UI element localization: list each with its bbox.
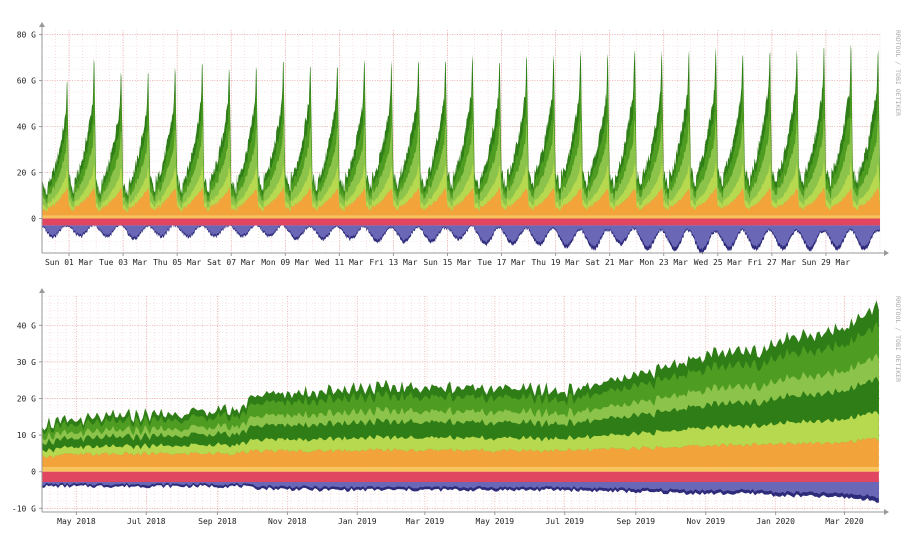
y-tick-label: 40 G: [17, 321, 36, 330]
x-tick-label: Sep 2018: [198, 517, 237, 526]
x-tick-label: Thu 19 Mar: [532, 258, 580, 267]
y-tick-label: 30 G: [17, 358, 36, 367]
series-lime: [42, 162, 880, 213]
x-tick-label: Mar 2020: [825, 517, 864, 526]
negative-stack: [42, 471, 879, 503]
x-tick-label: May 2019: [476, 517, 515, 526]
x-tick-label: Sun 29 Mar: [802, 258, 850, 267]
y-tick-label: 80 G: [17, 31, 36, 40]
series-red: [42, 218, 880, 226]
y-tick-label: 20 G: [17, 395, 36, 404]
series-orange-light: [42, 467, 879, 472]
series-orange: [42, 187, 880, 216]
series-purple: [42, 482, 879, 499]
series-orange: [42, 437, 879, 468]
x-tick-label: Wed 11 Mar: [315, 258, 363, 267]
x-tick-label: Mar 2019: [406, 517, 445, 526]
x-tick-label: Sat 21 Mar: [586, 258, 634, 267]
series-orange-light: [42, 215, 880, 219]
x-tick-label: Fri 27 Mar: [748, 258, 796, 267]
x-tick-label: Wed 25 Mar: [694, 258, 742, 267]
x-tick-label: Sep 2019: [617, 517, 656, 526]
y-tick-label: 20 G: [17, 169, 36, 178]
top-traffic-chart: 80 G 60 G 40 G 20 G 0 Sun 01 Mar Tue 03 Mar Thu…: [17, 22, 902, 267]
x-tick-label: Mon 23 Mar: [640, 258, 688, 267]
axes: 40 G 30 G 20 G 10 G 0 -10 G May 2018 Jul 2018 Se…: [12, 288, 902, 526]
y-tick-label: 0: [31, 468, 36, 477]
x-tick-label: Nov 2019: [686, 517, 725, 526]
x-tick-label: Mon 09 Mar: [261, 258, 309, 267]
series-red: [42, 471, 879, 482]
x-tick-label: Jul 2018: [127, 517, 166, 526]
x-tick-label: Sun 01 Mar: [45, 258, 93, 267]
x-tick-label: Sun 15 Mar: [423, 258, 471, 267]
x-tick-label: Jul 2019: [545, 517, 584, 526]
series-purple: [42, 223, 880, 251]
axes: 80 G 60 G 40 G 20 G 0 Sun 01 Mar Tue 03 Mar Thu…: [17, 22, 902, 267]
positive-stack: [42, 44, 880, 219]
y-tick-label: 0: [31, 215, 36, 224]
x-tick-label: Tue 03 Mar: [99, 258, 147, 267]
positive-stack: [42, 300, 879, 472]
x-tick-label: Jan 2019: [338, 517, 377, 526]
x-tick-label: Fri 13 Mar: [369, 258, 417, 267]
side-watermark: RRDTOOL / TOBI OETIKER: [894, 30, 902, 116]
x-tick-label: Tue 17 Mar: [477, 258, 525, 267]
y-tick-label: 10 G: [17, 431, 36, 440]
y-tick-label: 40 G: [17, 123, 36, 132]
x-tick-label: Thu 05 Mar: [153, 258, 201, 267]
x-tick-label: Sat 07 Mar: [207, 258, 255, 267]
bottom-traffic-chart: 40 G 30 G 20 G 10 G 0 -10 G May 2018 Jul 2018 Se…: [12, 288, 902, 526]
side-watermark: RRDTOOL / TOBI OETIKER: [894, 296, 902, 382]
x-tick-label: May 2018: [57, 517, 96, 526]
y-tick-label: -10 G: [12, 504, 36, 513]
series-lime: [42, 411, 879, 459]
y-tick-label: 60 G: [17, 77, 36, 86]
negative-stack: [42, 218, 880, 255]
x-tick-label: Jan 2020: [756, 517, 795, 526]
x-tick-label: Nov 2018: [268, 517, 307, 526]
